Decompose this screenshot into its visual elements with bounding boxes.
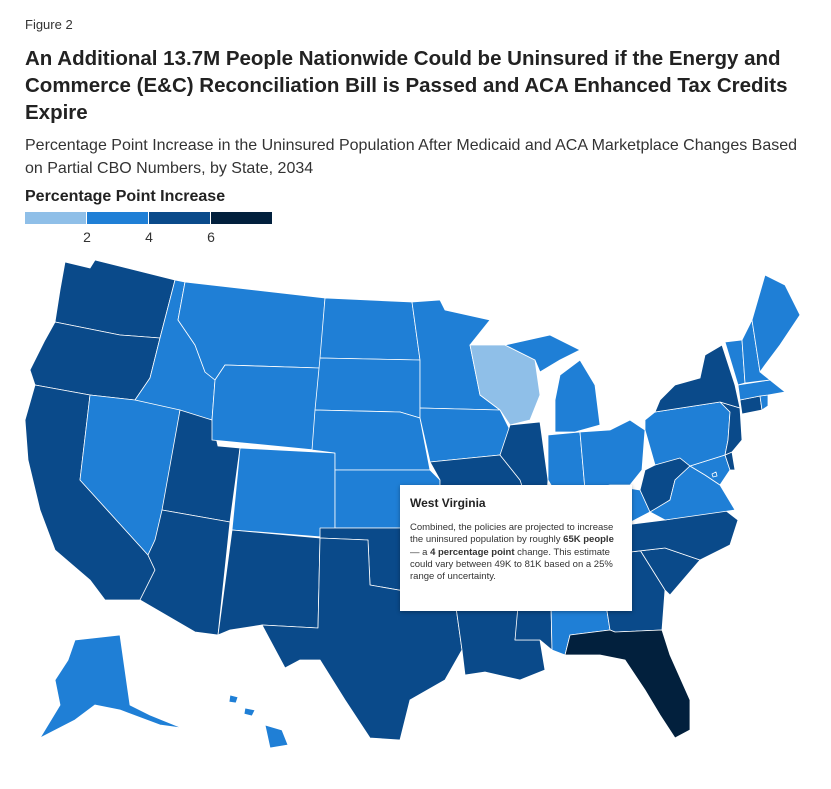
tooltip-state-name: West Virginia: [410, 496, 486, 510]
chart-title: An Additional 13.7M People Nationwide Co…: [25, 47, 788, 124]
state-wyoming[interactable]: [211, 364, 321, 451]
tooltip-people-count: 65K people: [563, 534, 614, 546]
legend-swatch-2: [87, 212, 148, 224]
state-alaska[interactable]: [39, 634, 183, 739]
tooltip-text-1: Combined, the policies are projected to …: [410, 522, 614, 546]
state-north-dakota[interactable]: [319, 297, 421, 361]
legend-tick-4: 4: [145, 229, 153, 245]
tooltip-text-3: change. This estimate could vary between…: [410, 546, 613, 583]
state-south-dakota[interactable]: [314, 357, 421, 419]
chart-subtitle: Percentage Point Increase in the Uninsur…: [25, 137, 798, 177]
state-district-of-columbia[interactable]: [711, 471, 718, 478]
state-maine[interactable]: [751, 274, 801, 373]
tooltip-text-2: — a: [410, 546, 431, 558]
state-new-york[interactable]: [654, 344, 741, 413]
state-ohio[interactable]: [579, 419, 646, 491]
state-new-jersey[interactable]: [719, 401, 743, 456]
state-michigan[interactable]: [504, 334, 601, 433]
legend-tick-6: 6: [207, 229, 215, 245]
legend-swatch-1: [25, 212, 86, 224]
state-tooltip: West Virginia Combined, the policies are…: [400, 485, 632, 611]
legend-color-scale: [25, 212, 272, 224]
state-arizona[interactable]: [139, 509, 231, 636]
tooltip-description: Combined, the policies are projected to …: [410, 522, 622, 583]
legend-tick-2: 2: [83, 229, 91, 245]
state-iowa[interactable]: [419, 407, 511, 463]
state-colorado[interactable]: [231, 447, 336, 539]
tooltip-percentage-point: 4 percentage point: [430, 546, 515, 558]
state-hawaii[interactable]: [228, 694, 289, 749]
legend-swatch-3: [149, 212, 210, 224]
legend-title: Percentage Point Increase: [25, 188, 226, 205]
state-florida[interactable]: [564, 629, 691, 739]
state-new-hampshire[interactable]: [741, 319, 771, 384]
figure-label: Figure 2: [25, 17, 73, 32]
state-new-mexico[interactable]: [217, 529, 321, 636]
legend-swatch-4: [211, 212, 272, 224]
